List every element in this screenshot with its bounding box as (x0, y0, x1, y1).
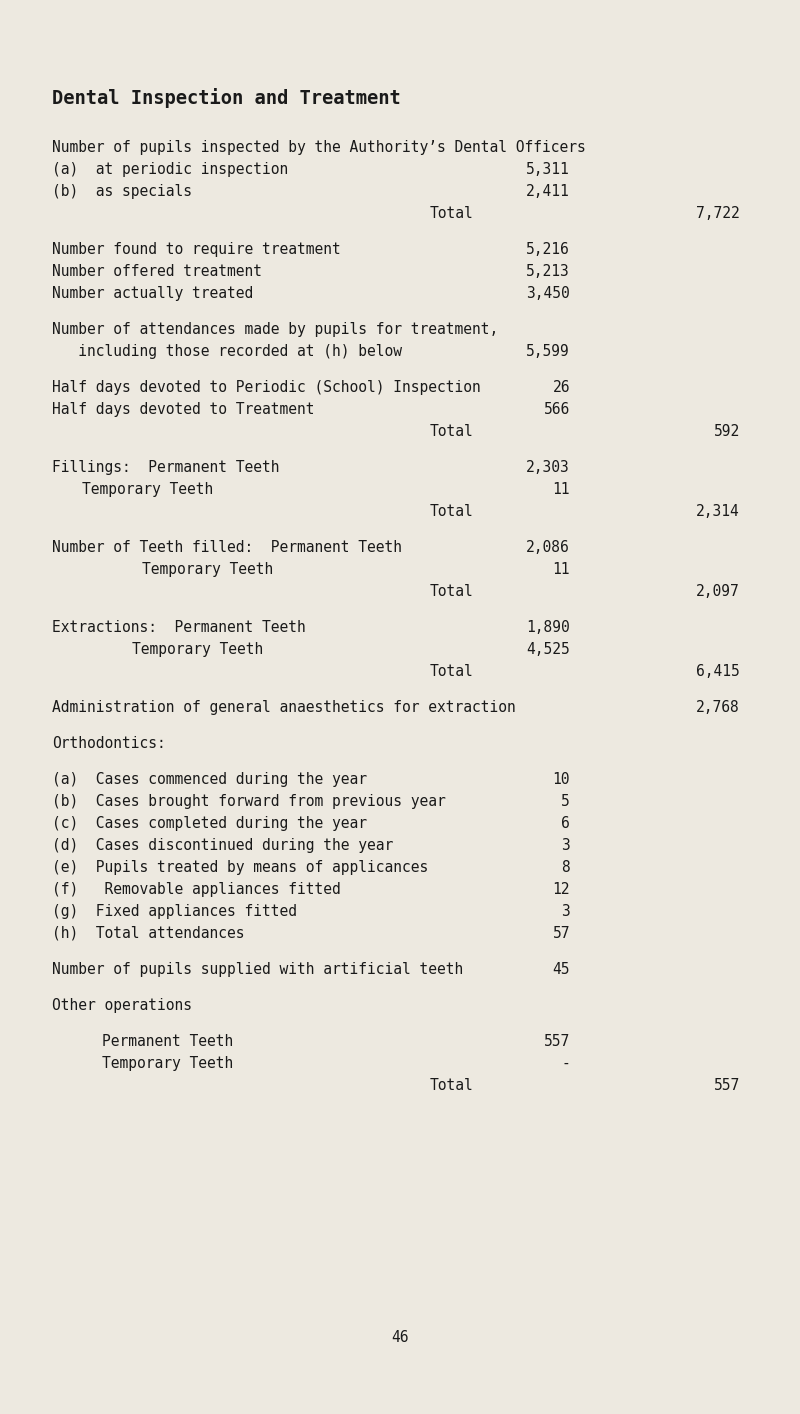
Text: Fillings:  Permanent Teeth: Fillings: Permanent Teeth (52, 460, 279, 475)
Text: (a)  at periodic inspection: (a) at periodic inspection (52, 163, 288, 177)
Text: Temporary Teeth: Temporary Teeth (82, 482, 214, 496)
Text: (h)  Total attendances: (h) Total attendances (52, 926, 245, 940)
Text: (c)  Cases completed during the year: (c) Cases completed during the year (52, 816, 367, 831)
Text: (a)  Cases commenced during the year: (a) Cases commenced during the year (52, 772, 367, 788)
Text: 3: 3 (562, 904, 570, 919)
Text: 3: 3 (562, 839, 570, 853)
Text: 6: 6 (562, 816, 570, 831)
Text: Other operations: Other operations (52, 998, 192, 1012)
Text: Number offered treatment: Number offered treatment (52, 264, 262, 279)
Text: Temporary Teeth: Temporary Teeth (132, 642, 263, 658)
Text: 26: 26 (553, 380, 570, 395)
Text: Total: Total (430, 665, 474, 679)
Text: Total: Total (430, 503, 474, 519)
Text: (f)   Removable appliances fitted: (f) Removable appliances fitted (52, 882, 341, 896)
Text: Temporary Teeth: Temporary Teeth (142, 561, 274, 577)
Text: 1,890: 1,890 (526, 619, 570, 635)
Text: Dental Inspection and Treatment: Dental Inspection and Treatment (52, 88, 401, 107)
Text: Number of pupils inspected by the Authority’s Dental Officers: Number of pupils inspected by the Author… (52, 140, 586, 156)
Text: (g)  Fixed appliances fitted: (g) Fixed appliances fitted (52, 904, 297, 919)
Text: 3,450: 3,450 (526, 286, 570, 301)
Text: Extractions:  Permanent Teeth: Extractions: Permanent Teeth (52, 619, 306, 635)
Text: 46: 46 (391, 1331, 409, 1345)
Text: including those recorded at (h) below: including those recorded at (h) below (52, 344, 402, 359)
Text: Half days devoted to Periodic (School) Inspection: Half days devoted to Periodic (School) I… (52, 380, 481, 395)
Text: 7,722: 7,722 (696, 206, 740, 221)
Text: Number actually treated: Number actually treated (52, 286, 254, 301)
Text: 566: 566 (544, 402, 570, 417)
Text: 5: 5 (562, 795, 570, 809)
Text: 11: 11 (553, 482, 570, 496)
Text: 45: 45 (553, 962, 570, 977)
Text: 2,086: 2,086 (526, 540, 570, 556)
Text: Number of Teeth filled:  Permanent Teeth: Number of Teeth filled: Permanent Teeth (52, 540, 402, 556)
Text: Total: Total (430, 424, 474, 438)
Text: 557: 557 (714, 1077, 740, 1093)
Text: 2,314: 2,314 (696, 503, 740, 519)
Text: Number of pupils supplied with artificial teeth: Number of pupils supplied with artificia… (52, 962, 463, 977)
Text: (b)  as specials: (b) as specials (52, 184, 192, 199)
Text: Temporary Teeth: Temporary Teeth (102, 1056, 234, 1070)
Text: 12: 12 (553, 882, 570, 896)
Text: (d)  Cases discontinued during the year: (d) Cases discontinued during the year (52, 839, 394, 853)
Text: Permanent Teeth: Permanent Teeth (102, 1034, 234, 1049)
Text: 4,525: 4,525 (526, 642, 570, 658)
Text: Total: Total (430, 206, 474, 221)
Text: 2,303: 2,303 (526, 460, 570, 475)
Text: 5,213: 5,213 (526, 264, 570, 279)
Text: 557: 557 (544, 1034, 570, 1049)
Text: (e)  Pupils treated by means of applicances: (e) Pupils treated by means of applicanc… (52, 860, 428, 875)
Text: 8: 8 (562, 860, 570, 875)
Text: 5,599: 5,599 (526, 344, 570, 359)
Text: -: - (562, 1056, 570, 1070)
Text: 6,415: 6,415 (696, 665, 740, 679)
Text: Total: Total (430, 584, 474, 600)
Text: Administration of general anaesthetics for extraction: Administration of general anaesthetics f… (52, 700, 516, 715)
Text: Half days devoted to Treatment: Half days devoted to Treatment (52, 402, 314, 417)
Text: (b)  Cases brought forward from previous year: (b) Cases brought forward from previous … (52, 795, 446, 809)
Text: 57: 57 (553, 926, 570, 940)
Text: 5,216: 5,216 (526, 242, 570, 257)
Text: 2,097: 2,097 (696, 584, 740, 600)
Text: 10: 10 (553, 772, 570, 788)
Text: Number of attendances made by pupils for treatment,: Number of attendances made by pupils for… (52, 322, 498, 337)
Text: 2,411: 2,411 (526, 184, 570, 199)
Text: 5,311: 5,311 (526, 163, 570, 177)
Text: 592: 592 (714, 424, 740, 438)
Text: 2,768: 2,768 (696, 700, 740, 715)
Text: Number found to require treatment: Number found to require treatment (52, 242, 341, 257)
Text: Orthodontics:: Orthodontics: (52, 737, 166, 751)
Text: Total: Total (430, 1077, 474, 1093)
Text: 11: 11 (553, 561, 570, 577)
